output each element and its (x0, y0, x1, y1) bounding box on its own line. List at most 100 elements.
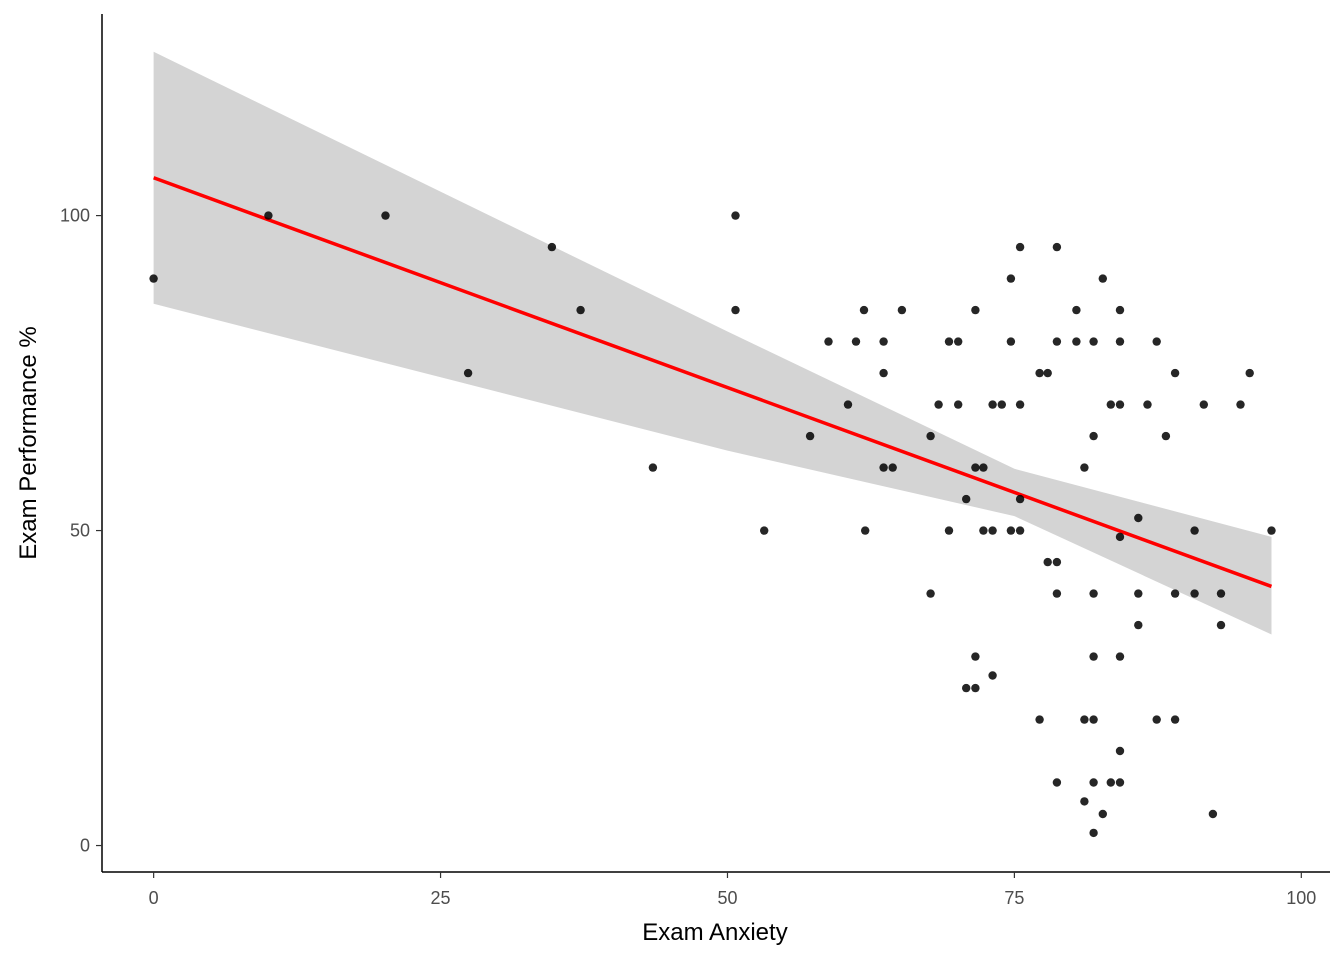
data-point (463, 368, 473, 378)
data-point (1190, 589, 1199, 598)
data-point (1115, 532, 1125, 542)
data-point (954, 337, 963, 346)
data-point (897, 305, 907, 315)
data-point (1052, 557, 1062, 567)
data-point (1052, 337, 1062, 346)
data-point (1089, 715, 1098, 724)
data-point (988, 526, 997, 535)
data-point (851, 337, 861, 346)
data-point (971, 305, 980, 315)
data-point (879, 337, 888, 346)
data-point (1267, 526, 1276, 535)
data-point (1134, 513, 1143, 523)
data-point (843, 400, 853, 409)
data-point (971, 463, 980, 472)
data-point (944, 526, 954, 535)
data-point (1052, 242, 1062, 252)
data-point (988, 400, 997, 409)
data-point (934, 400, 943, 409)
data-point (1170, 589, 1180, 598)
data-point (1089, 652, 1098, 661)
data-point (1043, 557, 1052, 567)
data-point (1199, 400, 1209, 409)
data-point (962, 494, 971, 504)
data-point (731, 211, 740, 220)
data-point (1035, 715, 1044, 724)
data-point (1035, 368, 1044, 378)
data-point (805, 431, 815, 441)
data-point (1015, 242, 1025, 252)
y-tick-label: 50 (70, 521, 90, 541)
data-point (962, 683, 971, 693)
data-point (381, 211, 390, 220)
data-point (1115, 652, 1125, 661)
confidence-band (153, 51, 1272, 635)
x-tick-label: 75 (1004, 888, 1024, 908)
data-point (1080, 463, 1089, 472)
confidence-band-layer (153, 51, 1272, 635)
regression-line-layer (153, 176, 1273, 589)
data-point (1072, 305, 1081, 315)
data-point (1043, 368, 1052, 378)
data-point (1006, 274, 1016, 283)
data-point (731, 305, 740, 315)
tick-layer: 0 25 50 75 100 0 50 100 (60, 206, 1316, 908)
data-point (926, 431, 935, 441)
x-tick-label: 50 (717, 888, 737, 908)
data-point (648, 463, 658, 472)
y-axis-title: Exam Performance % (15, 326, 42, 559)
data-point (1072, 337, 1081, 346)
data-point (760, 526, 769, 535)
data-point (1089, 431, 1098, 441)
regression-line (153, 176, 1273, 589)
data-point (879, 368, 888, 378)
data-point (879, 463, 888, 472)
data-point (861, 526, 870, 535)
x-tick-label: 25 (431, 888, 451, 908)
data-point (1152, 337, 1161, 346)
data-point (1216, 620, 1226, 630)
data-points-layer (149, 211, 1276, 838)
data-point (1006, 526, 1016, 535)
data-point (1098, 274, 1108, 283)
data-point (1143, 400, 1152, 409)
axes (101, 14, 1330, 873)
data-point (1098, 809, 1108, 819)
data-point (971, 652, 980, 661)
data-point (1216, 589, 1226, 598)
data-point (944, 337, 954, 346)
data-point (1134, 620, 1143, 630)
data-point (888, 463, 897, 472)
data-point (1089, 589, 1098, 598)
data-point (1245, 368, 1254, 378)
data-point (1006, 337, 1016, 346)
data-point (1089, 337, 1098, 346)
data-point (1152, 715, 1161, 724)
data-point (1115, 305, 1125, 315)
data-point (1089, 778, 1098, 787)
data-point (1015, 494, 1025, 504)
data-point (547, 242, 557, 252)
x-axis-title: Exam Anxiety (642, 919, 787, 946)
data-point (926, 589, 935, 598)
data-point (1170, 715, 1180, 724)
data-point (1115, 337, 1125, 346)
data-point (1052, 589, 1062, 598)
data-point (1236, 400, 1245, 409)
data-point (1015, 526, 1025, 535)
data-point (971, 683, 980, 693)
data-point (576, 305, 585, 315)
data-point (979, 463, 988, 472)
data-point (979, 526, 988, 535)
data-point (1015, 400, 1025, 409)
data-point (1115, 400, 1125, 409)
y-tick-label: 0 (80, 836, 90, 856)
data-point (1080, 715, 1089, 724)
data-point (264, 211, 273, 220)
data-point (859, 305, 869, 315)
x-tick-label: 100 (1286, 888, 1316, 908)
data-point (1089, 828, 1098, 838)
data-point (1106, 400, 1116, 409)
data-point (1115, 778, 1125, 787)
